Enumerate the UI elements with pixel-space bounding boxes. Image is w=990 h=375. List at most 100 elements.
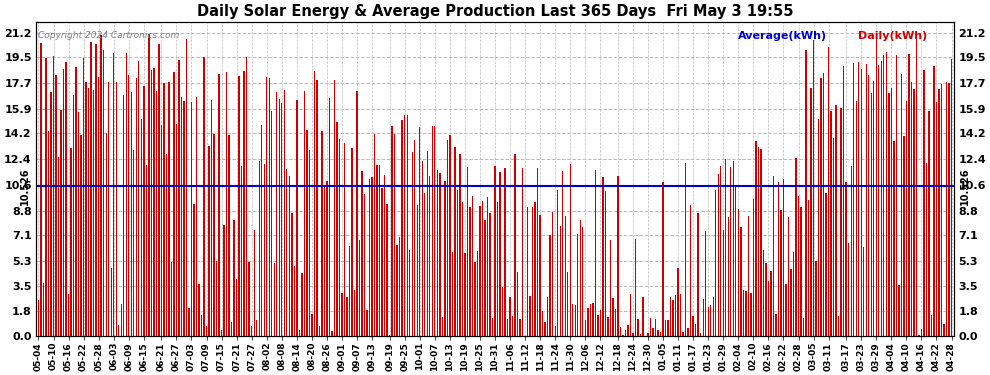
Bar <box>376 165 378 336</box>
Bar <box>883 55 884 336</box>
Bar <box>170 262 172 336</box>
Bar <box>665 320 666 336</box>
Bar <box>301 273 303 336</box>
Bar <box>562 171 563 336</box>
Bar <box>391 126 393 336</box>
Bar <box>208 146 210 336</box>
Bar <box>221 330 223 336</box>
Bar <box>384 174 385 336</box>
Bar <box>136 78 137 336</box>
Bar <box>728 217 729 336</box>
Bar <box>261 125 262 336</box>
Bar <box>236 279 238 336</box>
Bar <box>752 199 754 336</box>
Bar <box>715 190 717 336</box>
Bar <box>831 111 832 336</box>
Bar <box>886 52 887 336</box>
Bar <box>845 183 846 336</box>
Text: Daily(kWh): Daily(kWh) <box>857 31 927 41</box>
Bar <box>479 206 480 336</box>
Bar <box>597 315 599 336</box>
Bar <box>198 284 200 336</box>
Bar <box>471 196 473 336</box>
Bar <box>50 92 51 336</box>
Bar <box>554 326 556 336</box>
Bar <box>477 251 478 336</box>
Bar <box>55 75 56 336</box>
Bar <box>103 50 104 336</box>
Bar <box>512 316 513 336</box>
Bar <box>579 220 581 336</box>
Bar <box>842 66 844 336</box>
Bar <box>412 152 413 336</box>
Bar <box>178 60 179 336</box>
Bar <box>271 111 272 336</box>
Bar <box>464 253 465 336</box>
Bar <box>903 136 905 336</box>
Bar <box>811 88 812 336</box>
Bar <box>572 304 573 336</box>
Bar <box>507 320 508 336</box>
Bar <box>229 135 230 336</box>
Bar <box>760 148 761 336</box>
Bar <box>46 57 47 336</box>
Bar <box>153 68 154 336</box>
Bar <box>667 320 669 336</box>
Bar <box>527 207 529 336</box>
Bar <box>692 316 694 336</box>
Bar <box>482 201 483 336</box>
Bar <box>351 148 352 336</box>
Bar <box>803 318 804 336</box>
Bar <box>65 62 66 336</box>
Bar <box>710 305 712 336</box>
Bar <box>43 283 45 336</box>
Bar <box>853 63 854 336</box>
Bar <box>790 269 792 336</box>
Bar <box>95 44 97 336</box>
Bar <box>770 270 771 336</box>
Bar <box>730 167 732 336</box>
Bar <box>98 77 99 336</box>
Bar <box>628 325 629 336</box>
Bar <box>231 322 233 336</box>
Bar <box>520 320 521 336</box>
Bar <box>943 324 944 336</box>
Bar <box>585 320 586 336</box>
Bar <box>574 304 576 336</box>
Bar <box>70 148 71 336</box>
Bar <box>489 213 491 336</box>
Bar <box>276 92 277 336</box>
Bar <box>595 170 596 336</box>
Bar <box>870 93 872 336</box>
Bar <box>535 202 536 336</box>
Text: Copyright 2024 Cartronics.com: Copyright 2024 Cartronics.com <box>38 31 179 40</box>
Bar <box>785 284 787 336</box>
Bar <box>590 304 591 336</box>
Bar <box>620 327 621 336</box>
Bar <box>121 304 122 336</box>
Bar <box>745 291 746 336</box>
Bar <box>244 71 245 336</box>
Bar <box>878 65 879 336</box>
Bar <box>191 102 192 336</box>
Bar <box>445 182 446 336</box>
Bar <box>757 147 759 336</box>
Bar <box>487 197 488 336</box>
Bar <box>913 90 915 336</box>
Bar <box>838 316 840 336</box>
Bar <box>602 177 604 336</box>
Bar <box>246 57 248 336</box>
Bar <box>767 281 769 336</box>
Bar <box>497 202 498 336</box>
Bar <box>449 135 450 336</box>
Bar <box>494 166 496 336</box>
Bar <box>60 110 61 336</box>
Bar <box>690 205 691 336</box>
Bar <box>823 73 825 336</box>
Bar <box>451 252 453 336</box>
Bar <box>926 162 928 336</box>
Bar <box>183 102 185 336</box>
Bar <box>617 176 619 336</box>
Bar <box>940 84 942 336</box>
Bar <box>547 297 548 336</box>
